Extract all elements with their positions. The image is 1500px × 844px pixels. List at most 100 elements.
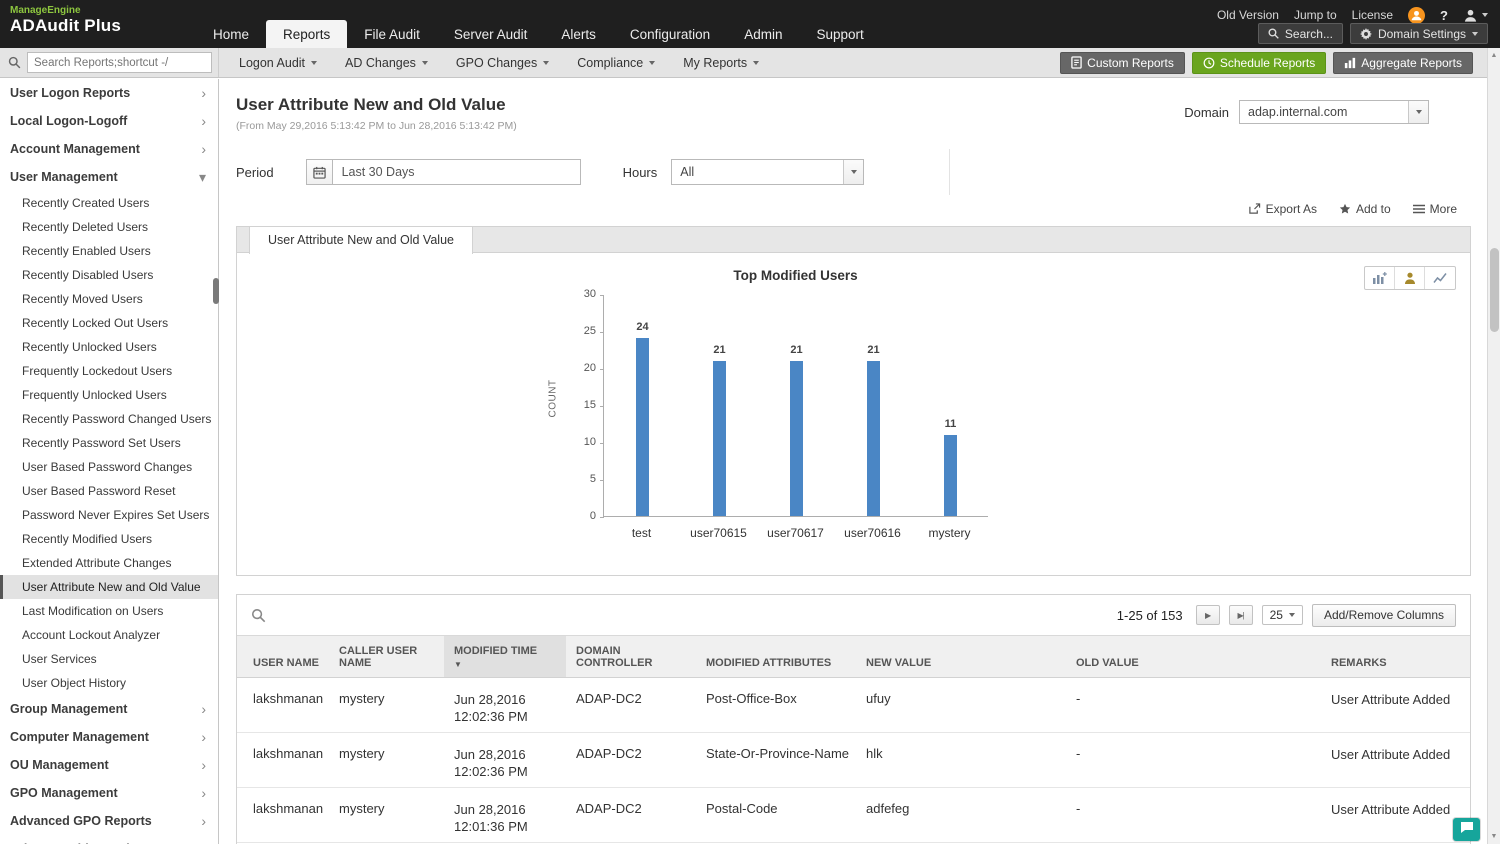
sidebar-item-user-based-password-changes[interactable]: User Based Password Changes [22,460,193,474]
utility-jump-to[interactable]: Jump to [1293,8,1337,22]
sidebar-item-recently-moved-users[interactable]: Recently Moved Users [22,292,143,306]
nav-item-reports[interactable]: Reports [266,20,348,48]
utility-old-version[interactable]: Old Version [1216,8,1279,22]
sidebar-item-recently-password-set-users[interactable]: Recently Password Set Users [22,436,181,450]
more-action[interactable]: More [1412,202,1457,216]
chevron-down-icon [311,60,318,65]
sidebar-item-extended-attribute-changes[interactable]: Extended Attribute Changes [22,556,172,570]
add-remove-columns-button[interactable]: Add/Remove Columns [1311,603,1456,627]
community-icon[interactable] [1408,6,1426,24]
menu-gpo-changes[interactable]: GPO Changes [442,48,563,77]
gear-icon [1359,27,1372,40]
sidebar-group-local-logon-logoff[interactable]: Local Logon-Logoff › [10,113,206,129]
sidebar-item-recently-password-changed-users[interactable]: Recently Password Changed Users [22,412,212,426]
user-icon[interactable] [1463,8,1488,23]
sort-desc-icon: ▼ [454,660,462,669]
menu-logon-audit[interactable]: Logon Audit [225,48,331,77]
scroll-down-arrow[interactable]: ▼ [1490,833,1498,840]
chart-bar-user70615[interactable] [713,360,726,516]
sidebar-item-recently-enabled-users[interactable]: Recently Enabled Users [22,244,151,258]
aggregate-reports-button[interactable]: Aggregate Reports [1333,51,1473,74]
chevron-right-icon: › [201,813,206,829]
sidebar-group-ou-management[interactable]: OU Management › [10,757,206,773]
add-to-action[interactable]: Add to [1339,202,1391,216]
app-logo[interactable]: ManageEngine ADAudit Plus [10,5,121,36]
domain-settings-button[interactable]: Domain Settings [1349,23,1488,44]
chart-bar-user70616[interactable] [867,360,880,516]
sidebar-group-group-management[interactable]: Group Management › [10,701,206,717]
sidebar-collapse-handle[interactable] [213,278,219,304]
sidebar-item-frequently-lockedout-users[interactable]: Frequently Lockedout Users [22,364,173,378]
sidebar-item-recently-unlocked-users[interactable]: Recently Unlocked Users [22,340,157,354]
chart-bar-user70617[interactable] [790,360,803,516]
sidebar-item-user-object-history[interactable]: User Object History [22,676,127,690]
sidebar-item-recently-disabled-users[interactable]: Recently Disabled Users [22,268,154,282]
search-button[interactable]: Search... [1257,23,1343,44]
column-header-caller-user-name[interactable]: CALLER USER NAME [329,635,444,678]
utility-license[interactable]: License [1351,8,1394,22]
chevron-down-icon [1472,31,1478,36]
export-as-action[interactable]: Export As [1248,202,1317,216]
help-icon[interactable]: ? [1440,7,1448,23]
sidebar-group-advanced-gpo-reports[interactable]: Advanced GPO Reports › [10,813,206,829]
person-chart-icon[interactable] [1395,267,1425,289]
sidebar-group-computer-management[interactable]: Computer Management › [10,729,206,745]
sidebar-item-recently-locked-out-users[interactable]: Recently Locked Out Users [22,316,169,330]
sidebar-item-user-attribute-new-and-old-value[interactable]: User Attribute New and Old Value [0,575,218,599]
report-search-input[interactable] [27,52,212,73]
chat-widget[interactable] [1453,818,1480,841]
sidebar-item-user-services[interactable]: User Services [22,652,97,666]
line-chart-icon[interactable] [1425,267,1455,289]
hours-select[interactable]: All [671,159,865,185]
calendar-icon[interactable] [305,159,333,185]
column-header-user-name[interactable]: USER NAME [237,635,329,678]
sidebar-item-last-modification-on-users[interactable]: Last Modification on Users [22,604,164,618]
bar-chart-icon[interactable] [1365,267,1395,289]
sidebar-item-recently-deleted-users[interactable]: Recently Deleted Users [22,220,149,234]
sidebar-item-user-based-password-reset[interactable]: User Based Password Reset [22,484,176,498]
chart-x-label: user70617 [767,526,824,540]
last-page-button[interactable]: ▶| [1228,605,1253,625]
sidebar-item-recently-created-users[interactable]: Recently Created Users [22,196,150,210]
column-header-modified-time[interactable]: MODIFIED TIME ▼ [444,635,566,678]
nav-item-alerts[interactable]: Alerts [561,26,596,42]
column-header-domain-controller[interactable]: DOMAIN CONTROLLER [566,635,696,678]
column-header-old-value[interactable]: OLD VALUE [1066,635,1321,678]
column-header-new-value[interactable]: NEW VALUE [856,635,1066,678]
tab-user-attribute-new-and-old-value[interactable]: User Attribute New and Old Value [249,227,473,254]
scroll-up-arrow[interactable]: ▲ [1490,52,1498,59]
scrollbar-thumb[interactable] [1489,248,1499,332]
sidebar-item-frequently-unlocked-users[interactable]: Frequently Unlocked Users [22,388,167,402]
period-input[interactable] [332,159,581,185]
sidebar-group-account-management[interactable]: Account Management › [10,141,206,157]
toolbar-buttons: Custom Reports Schedule Reports Aggregate … [1060,51,1487,74]
chart-bar-test[interactable] [636,338,649,516]
sidebar-group-gpo-management[interactable]: GPO Management › [10,785,206,801]
vertical-scrollbar[interactable]: ▲ ▼ [1487,48,1500,844]
column-header-remarks[interactable]: REMARKS [1321,635,1470,678]
next-page-button[interactable]: ▶ [1195,605,1220,625]
nav-item-support[interactable]: Support [816,26,864,42]
sidebar-item-recently-modified-users[interactable]: Recently Modified Users [22,532,153,546]
nav-item-configuration[interactable]: Configuration [629,26,711,42]
menu-my-reports[interactable]: My Reports [669,48,773,77]
custom-reports-button[interactable]: Custom Reports [1060,51,1185,74]
menu-compliance[interactable]: Compliance [563,48,669,77]
nav-item-admin[interactable]: Admin [744,26,783,42]
domain-select[interactable]: adap.internal.com [1239,100,1429,124]
schedule-reports-button[interactable]: Schedule Reports [1191,51,1327,74]
page-size-select[interactable]: 25 [1261,605,1303,625]
table-search-icon[interactable] [251,608,266,623]
sidebar-group-user-logon-reports[interactable]: User Logon Reports › [10,85,206,101]
sidebar-item-account-lockout-analyzer[interactable]: Account Lockout Analyzer [22,628,161,642]
nav-item-home[interactable]: Home [213,26,250,42]
domain-settings-label: Domain Settings [1377,26,1466,41]
chart-bar-mystery[interactable] [944,434,957,516]
menu-ad-changes[interactable]: AD Changes [331,48,442,77]
sidebar-group-other-ad-objects-changes[interactable]: Other AD Objects Changes› [0,835,218,844]
sidebar-item-password-never-expires-set-users[interactable]: Password Never Expires Set Users [22,508,210,522]
nav-item-server-audit[interactable]: Server Audit [453,26,528,42]
nav-item-file-audit[interactable]: File Audit [364,26,420,42]
sidebar-group-user-management[interactable]: User Management ▾ [10,168,206,185]
column-header-modified-attributes[interactable]: MODIFIED ATTRIBUTES [696,635,856,678]
